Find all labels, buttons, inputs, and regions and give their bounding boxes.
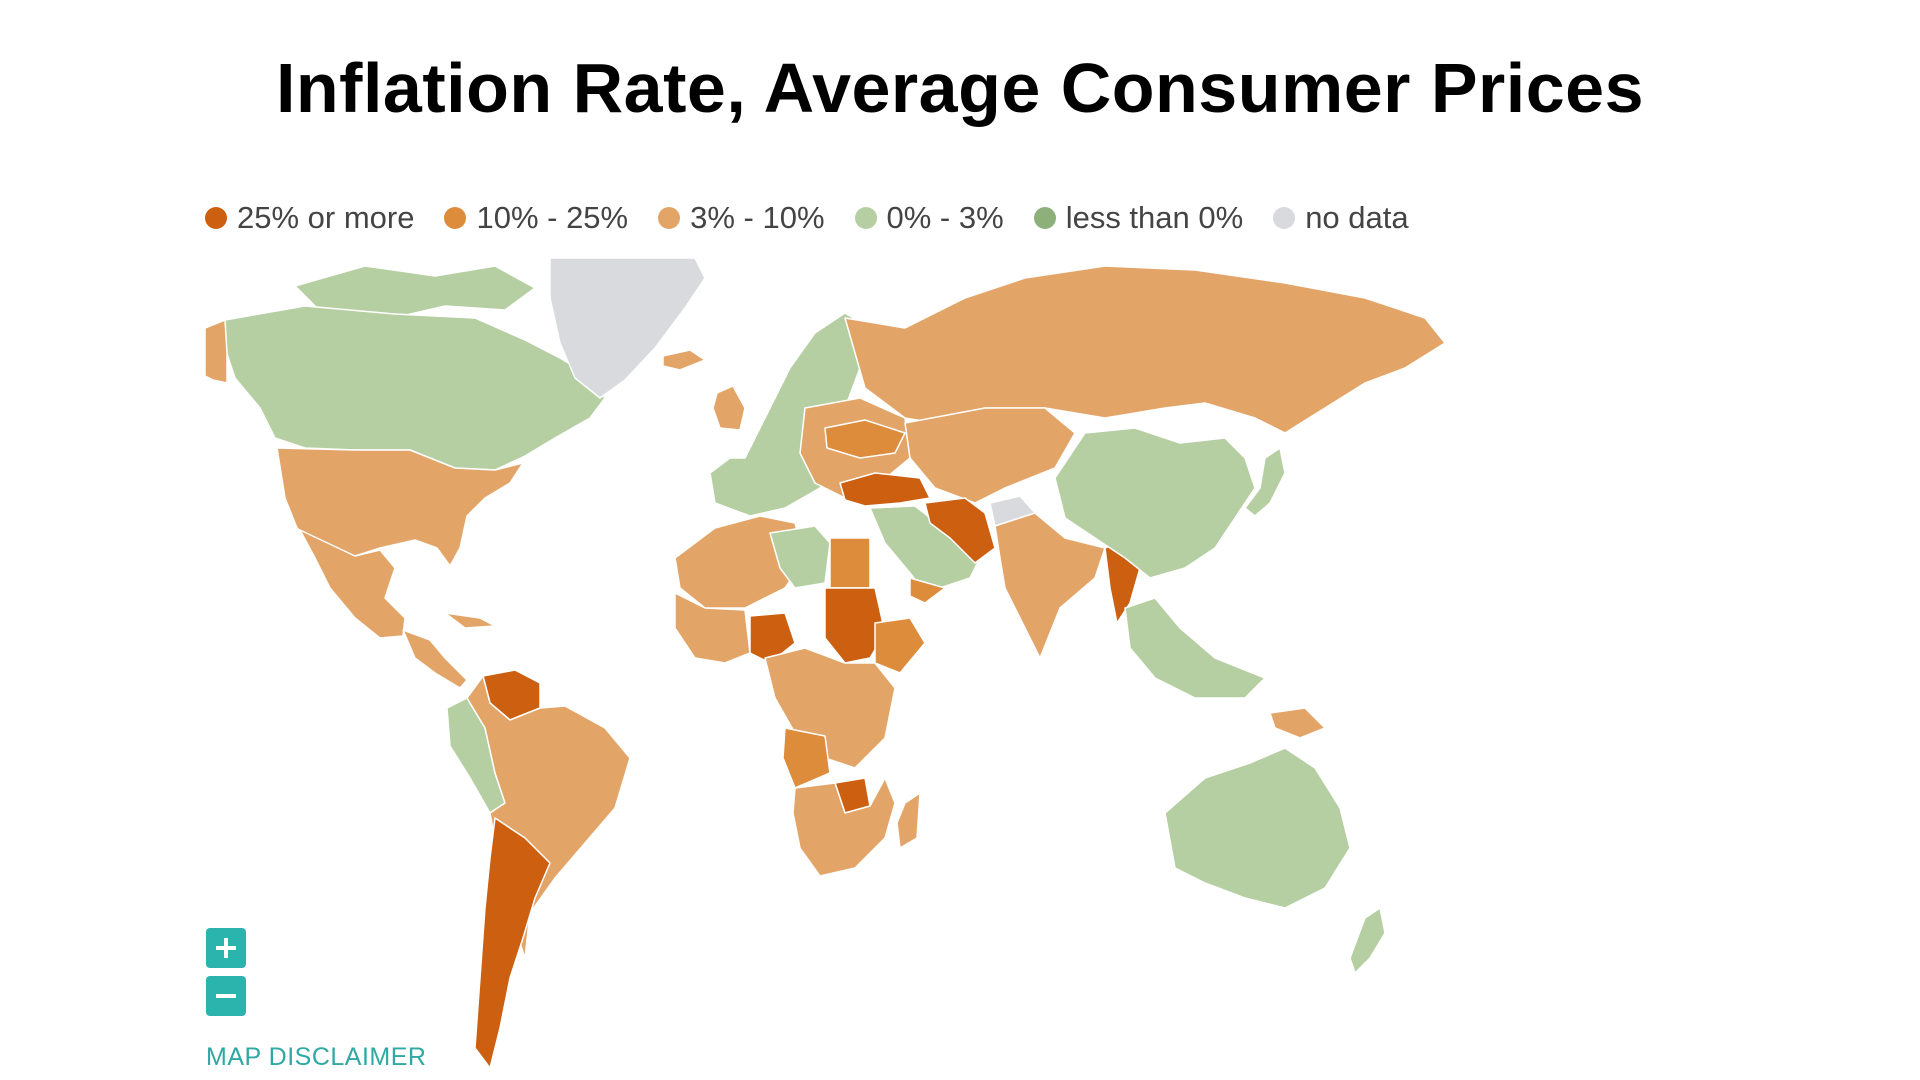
region-north-america[interactable] bbox=[224, 305, 606, 471]
legend-swatch bbox=[444, 207, 467, 229]
world-map-svg[interactable] bbox=[205, 258, 1725, 1080]
legend-item: 25% or more bbox=[205, 200, 414, 236]
region-ukraine[interactable] bbox=[824, 419, 906, 459]
legend-swatch bbox=[658, 207, 681, 229]
region-southern-africa[interactable] bbox=[792, 777, 896, 877]
region-libya[interactable] bbox=[769, 525, 831, 589]
region-ethiopia[interactable] bbox=[874, 617, 926, 674]
map-title: Inflation Rate, Average Consumer Prices bbox=[275, 49, 1645, 127]
region-angola[interactable] bbox=[782, 727, 831, 789]
legend-item: 10% - 25% bbox=[444, 200, 628, 236]
region-caribbean[interactable] bbox=[444, 612, 496, 629]
region-mexico[interactable] bbox=[299, 529, 406, 639]
world-map[interactable] bbox=[205, 258, 1725, 1080]
legend-swatch bbox=[1273, 207, 1296, 229]
region-russia[interactable] bbox=[844, 265, 1446, 434]
region-madagascar[interactable] bbox=[896, 792, 921, 849]
legend-item: less than 0% bbox=[1033, 200, 1244, 236]
legend-label: 3% - 10% bbox=[690, 200, 825, 235]
region-central-asia[interactable] bbox=[904, 407, 1076, 504]
legend-label: 10% - 25% bbox=[476, 200, 629, 235]
plus-icon bbox=[216, 938, 236, 958]
region-papua-new-guinea[interactable] bbox=[1269, 707, 1326, 739]
legend-label: less than 0% bbox=[1065, 200, 1244, 235]
region-egypt[interactable] bbox=[829, 537, 871, 589]
region-yemen[interactable] bbox=[909, 577, 946, 604]
region-arabia[interactable] bbox=[869, 505, 986, 594]
legend-item: 3% - 10% bbox=[658, 200, 825, 236]
map-legend: 25% or more 10% - 25% 3% - 10% 0% - 3% less … bbox=[205, 198, 1409, 238]
legend-item: 0% - 3% bbox=[854, 200, 1004, 236]
zoom-in-button[interactable] bbox=[206, 928, 246, 968]
region-west-africa[interactable] bbox=[674, 592, 751, 664]
region-china[interactable] bbox=[1054, 427, 1256, 579]
region-south-asia[interactable] bbox=[994, 512, 1106, 659]
legend-item: no data bbox=[1273, 200, 1409, 236]
region-australia[interactable] bbox=[1164, 747, 1351, 909]
region-iran[interactable] bbox=[924, 497, 996, 564]
region-southeast-asia[interactable] bbox=[1124, 597, 1266, 699]
region-greenland[interactable] bbox=[549, 258, 706, 399]
legend-label: 25% or more bbox=[237, 200, 415, 235]
region-sudan[interactable] bbox=[824, 587, 886, 664]
legend-swatch bbox=[1033, 207, 1056, 229]
zoom-out-button[interactable] bbox=[206, 976, 246, 1016]
region-central-africa[interactable] bbox=[764, 647, 896, 769]
region-japan[interactable] bbox=[1244, 447, 1286, 517]
region-alaska[interactable] bbox=[205, 319, 228, 384]
map-disclaimer-link[interactable]: MAP DISCLAIMER bbox=[206, 1043, 427, 1071]
legend-swatch bbox=[854, 207, 877, 229]
legend-label: 0% - 3% bbox=[886, 200, 1004, 235]
minus-icon bbox=[216, 994, 236, 998]
legend-label: no data bbox=[1305, 200, 1409, 235]
region-central-america[interactable] bbox=[402, 629, 468, 689]
legend-swatch bbox=[205, 207, 227, 229]
region-new-zealand[interactable] bbox=[1349, 907, 1386, 974]
region-britain[interactable] bbox=[712, 385, 746, 431]
region-turkey[interactable] bbox=[839, 472, 931, 507]
region-argentina[interactable] bbox=[474, 817, 551, 1069]
region-iceland[interactable] bbox=[662, 349, 706, 371]
